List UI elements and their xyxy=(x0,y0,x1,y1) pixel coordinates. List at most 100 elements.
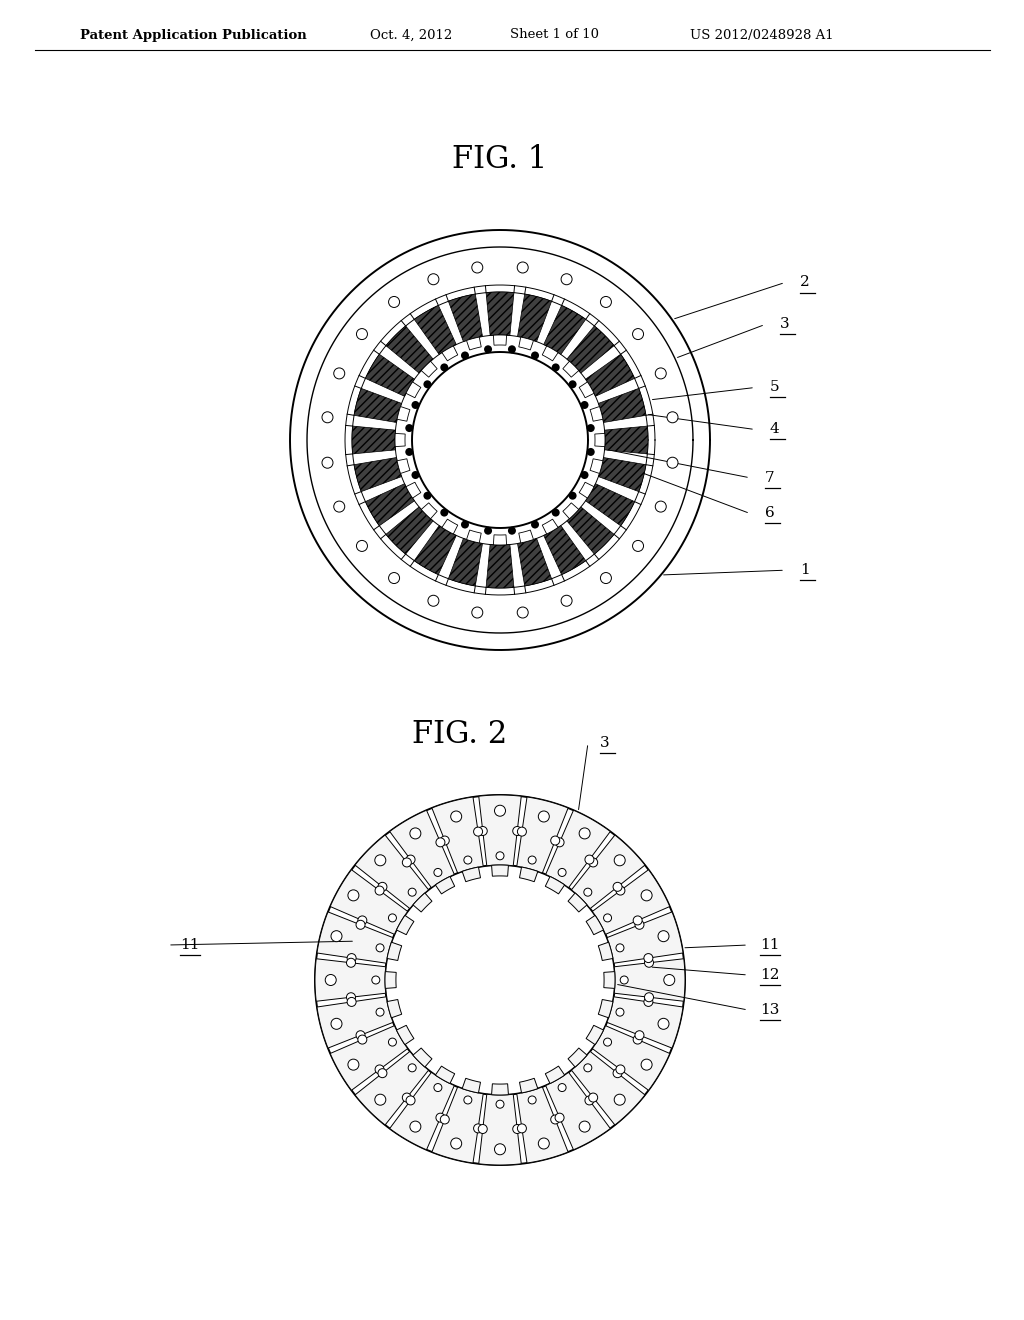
Circle shape xyxy=(326,974,336,986)
Polygon shape xyxy=(604,972,615,989)
Circle shape xyxy=(587,447,595,455)
Circle shape xyxy=(409,888,416,896)
Circle shape xyxy=(440,1115,450,1123)
Polygon shape xyxy=(543,519,558,535)
Polygon shape xyxy=(385,972,396,989)
Circle shape xyxy=(357,1035,367,1044)
Polygon shape xyxy=(519,867,538,882)
Circle shape xyxy=(473,828,482,836)
Circle shape xyxy=(633,540,643,552)
Circle shape xyxy=(568,492,577,500)
Polygon shape xyxy=(449,539,482,586)
Polygon shape xyxy=(432,1086,483,1163)
Circle shape xyxy=(423,380,431,388)
Polygon shape xyxy=(614,958,685,1002)
Polygon shape xyxy=(517,797,568,873)
Polygon shape xyxy=(406,381,421,397)
Polygon shape xyxy=(517,539,552,586)
Circle shape xyxy=(388,297,399,308)
Circle shape xyxy=(406,447,414,455)
Circle shape xyxy=(655,502,667,512)
Circle shape xyxy=(356,1031,365,1040)
Text: 13: 13 xyxy=(760,1003,779,1016)
Circle shape xyxy=(375,886,384,895)
Polygon shape xyxy=(607,912,683,964)
Circle shape xyxy=(378,1069,387,1077)
Polygon shape xyxy=(486,292,514,335)
Circle shape xyxy=(644,998,653,1006)
Polygon shape xyxy=(598,942,613,961)
Circle shape xyxy=(410,828,421,840)
Circle shape xyxy=(508,527,516,535)
Circle shape xyxy=(495,1143,506,1155)
Polygon shape xyxy=(330,1026,408,1090)
Circle shape xyxy=(555,1113,564,1122)
Circle shape xyxy=(539,1138,549,1148)
Text: Sheet 1 of 10: Sheet 1 of 10 xyxy=(510,29,599,41)
Polygon shape xyxy=(413,892,432,912)
Circle shape xyxy=(376,944,384,952)
Circle shape xyxy=(658,931,669,941)
Circle shape xyxy=(434,869,442,876)
Polygon shape xyxy=(517,1086,568,1163)
Polygon shape xyxy=(415,525,457,574)
Circle shape xyxy=(378,882,387,891)
Polygon shape xyxy=(492,865,509,876)
Polygon shape xyxy=(366,483,415,525)
Text: 4: 4 xyxy=(770,422,779,437)
Text: FIG. 1: FIG. 1 xyxy=(453,144,548,176)
Circle shape xyxy=(434,1084,442,1092)
Circle shape xyxy=(436,1113,444,1122)
Polygon shape xyxy=(568,892,587,912)
Polygon shape xyxy=(592,870,670,935)
Polygon shape xyxy=(598,999,613,1018)
Circle shape xyxy=(584,888,592,896)
Circle shape xyxy=(584,1064,592,1072)
Polygon shape xyxy=(544,525,586,574)
Circle shape xyxy=(613,882,622,891)
Polygon shape xyxy=(604,426,648,454)
Polygon shape xyxy=(354,458,401,491)
Polygon shape xyxy=(390,810,455,887)
Polygon shape xyxy=(571,1052,645,1125)
Polygon shape xyxy=(563,362,579,378)
Circle shape xyxy=(615,1065,625,1074)
Text: 3: 3 xyxy=(600,737,609,750)
Circle shape xyxy=(633,1035,642,1044)
Polygon shape xyxy=(568,1048,587,1067)
Text: 11: 11 xyxy=(180,939,200,952)
Circle shape xyxy=(495,805,506,816)
Circle shape xyxy=(334,368,345,379)
Circle shape xyxy=(587,424,595,432)
Circle shape xyxy=(472,607,482,618)
Polygon shape xyxy=(354,388,401,422)
Text: 5: 5 xyxy=(770,380,779,395)
Polygon shape xyxy=(421,362,437,378)
Polygon shape xyxy=(395,433,406,446)
Circle shape xyxy=(603,1038,611,1047)
Circle shape xyxy=(633,916,642,925)
Circle shape xyxy=(580,1121,590,1133)
Circle shape xyxy=(580,828,590,840)
Polygon shape xyxy=(421,503,437,519)
Circle shape xyxy=(347,953,356,962)
Circle shape xyxy=(496,851,504,859)
Polygon shape xyxy=(390,1072,455,1150)
Circle shape xyxy=(635,920,644,929)
Circle shape xyxy=(440,363,449,371)
Polygon shape xyxy=(595,433,605,446)
Polygon shape xyxy=(586,354,635,396)
Circle shape xyxy=(472,261,482,273)
Circle shape xyxy=(322,412,333,422)
Polygon shape xyxy=(396,1026,414,1044)
Circle shape xyxy=(513,1125,522,1134)
Polygon shape xyxy=(396,915,414,935)
Circle shape xyxy=(428,595,439,606)
Text: 7: 7 xyxy=(765,471,774,484)
Polygon shape xyxy=(580,381,594,397)
Circle shape xyxy=(331,1018,342,1030)
Circle shape xyxy=(585,1096,594,1105)
Circle shape xyxy=(517,607,528,618)
Circle shape xyxy=(348,890,358,900)
Circle shape xyxy=(410,1121,421,1133)
